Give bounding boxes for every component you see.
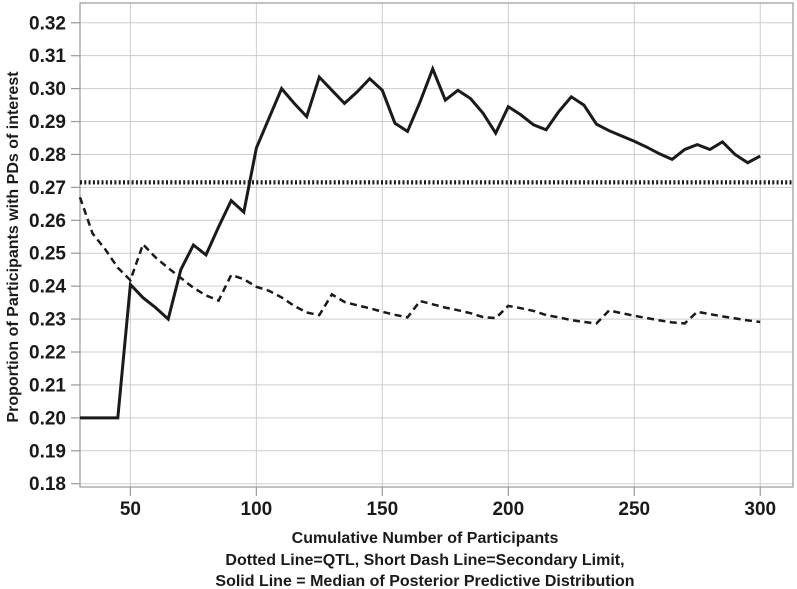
y-tick-label: 0.19 [29, 441, 66, 462]
legend-footnote-line1: Dotted Line=QTL, Short Dash Line=Seconda… [225, 552, 625, 569]
y-tick-label: 0.31 [29, 46, 66, 67]
y-tick-label: 0.32 [29, 13, 66, 34]
y-tick-label: 0.30 [29, 79, 66, 100]
y-axis-title: Proportion of Participants with PDs of i… [5, 71, 22, 423]
y-tick-label: 0.26 [29, 211, 66, 232]
y-tick-label: 0.29 [29, 112, 66, 133]
series-line-secondary-limit [78, 196, 761, 325]
x-tick-label: 250 [618, 499, 650, 520]
y-tick-label: 0.22 [29, 343, 66, 364]
y-tick-label: 0.18 [29, 474, 66, 495]
y-tick-label: 0.21 [29, 375, 66, 396]
x-tick-label: 50 [120, 499, 141, 520]
x-tick-label: 300 [744, 499, 776, 520]
series-line-median-of-posterior-predictive-distribution [80, 64, 761, 420]
x-tick-label: 100 [241, 499, 273, 520]
x-axis-title: Cumulative Number of Participants [291, 530, 559, 547]
plot-border [79, 2, 794, 488]
x-tick-label: 150 [366, 499, 398, 520]
legend-footnote-line2: Solid Line = Median of Posterior Predict… [215, 573, 635, 589]
y-tick-label: 0.28 [29, 145, 66, 166]
y-tick-label: 0.27 [29, 178, 66, 199]
x-tick-label: 200 [492, 499, 524, 520]
y-tick-label: 0.23 [29, 310, 66, 331]
y-tick-label: 0.25 [29, 244, 66, 265]
y-tick-label: 0.24 [29, 277, 66, 298]
y-tick-label: 0.20 [29, 408, 66, 429]
